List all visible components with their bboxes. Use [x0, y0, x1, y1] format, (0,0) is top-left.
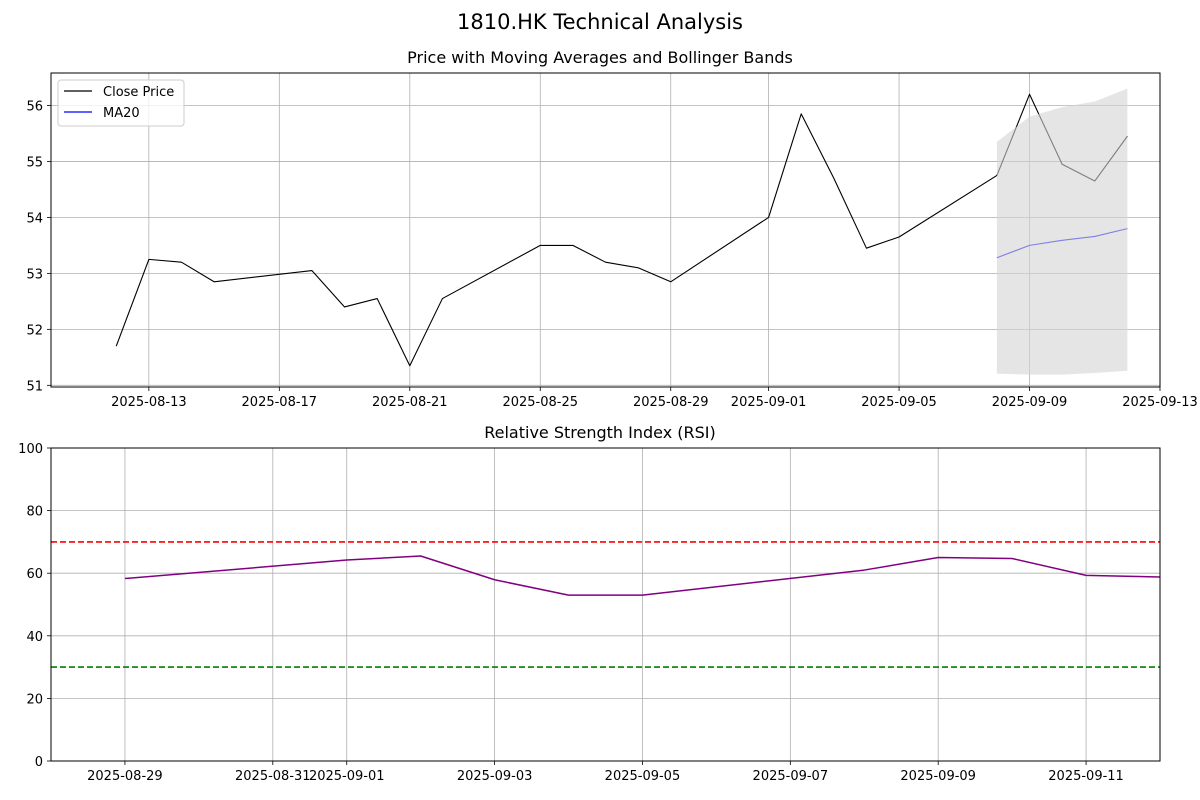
price-x-tick-label: 2025-08-29: [633, 395, 709, 410]
price-x-tick-label: 2025-08-21: [372, 395, 448, 410]
price-y-tick-label: 54: [26, 211, 43, 226]
price-x-tick-label: 2025-08-25: [502, 395, 578, 410]
rsi-axes-frame: [50, 447, 1161, 762]
rsi-chart-title: Relative Strength Index (RSI): [484, 423, 716, 442]
rsi-x-tick-label: 2025-08-31: [235, 769, 311, 784]
rsi-x-tick-label: 2025-08-29: [87, 769, 163, 784]
legend-label: MA20: [103, 106, 140, 121]
price-x-tick-label: 2025-09-09: [992, 395, 1068, 410]
price-y-tick-label: 56: [26, 99, 43, 114]
price-plot: 2025-08-13 2025-08-17 2025-08-21 2025-08-25…: [26, 72, 1198, 410]
price-x-tick-label: 2025-08-13: [111, 395, 187, 410]
price-x-tick-label: 2025-08-17: [242, 395, 318, 410]
rsi-x-tick-label: 2025-09-05: [605, 769, 681, 784]
price-x-tick-label: 2025-09-05: [861, 395, 937, 410]
rsi-y-tick-label: 40: [26, 630, 43, 645]
rsi-x-tick-label: 2025-09-07: [753, 769, 829, 784]
rsi-y-tick-label: 20: [26, 692, 43, 707]
rsi-y-tick-label: 60: [26, 567, 43, 582]
figure-title: 1810.HK Technical Analysis: [457, 10, 743, 34]
price-x-tick-label: 2025-09-13: [1122, 395, 1198, 410]
legend-label: Close Price: [103, 85, 174, 100]
rsi-x-tick-label: 2025-09-03: [457, 769, 533, 784]
rsi-x-tick-label: 2025-09-11: [1048, 769, 1124, 784]
rsi-y-tick-label: 80: [26, 505, 43, 520]
rsi-x-tick-label: 2025-09-01: [309, 769, 385, 784]
rsi-line: [124, 555, 1161, 596]
rsi-y-tick-label: 0: [35, 755, 43, 770]
rsi-y-tick-label: 100: [18, 442, 43, 457]
price-y-tick-label: 52: [26, 323, 43, 338]
bollinger-band: [996, 88, 1128, 375]
price-y-tick-label: 55: [26, 155, 43, 170]
price-legend: Close Price MA20: [57, 79, 185, 127]
price-y-tick-label: 51: [26, 379, 43, 394]
rsi-x-tick-label: 2025-09-09: [900, 769, 976, 784]
price-chart-title: Price with Moving Averages and Bollinger…: [407, 48, 793, 67]
close-price-line: [115, 93, 1128, 367]
price-x-tick-label: 2025-09-01: [731, 395, 807, 410]
price-axes-frame: [50, 72, 1161, 388]
price-y-tick-label: 53: [26, 267, 43, 282]
